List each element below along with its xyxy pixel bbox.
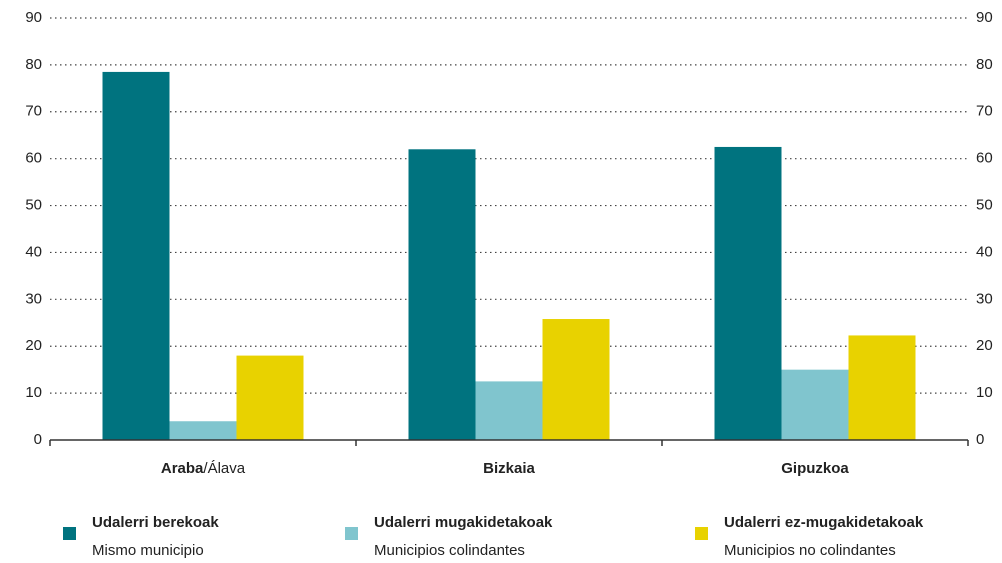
y2-tick-label: 30 bbox=[976, 290, 993, 307]
bar bbox=[102, 71, 170, 440]
legend-label: Udalerri ez-mugakidetakoak bbox=[724, 514, 924, 531]
y2-tick-label: 10 bbox=[976, 384, 993, 401]
y-tick-label: 90 bbox=[25, 9, 42, 26]
bar bbox=[542, 319, 610, 440]
bar bbox=[848, 335, 916, 440]
y-tick-label: 80 bbox=[25, 56, 42, 73]
legend-label: Udalerri berekoak bbox=[92, 514, 219, 531]
y-tick-label: 60 bbox=[25, 150, 42, 167]
y2-tick-label: 0 bbox=[976, 431, 984, 448]
legend-swatch bbox=[63, 527, 76, 540]
bar bbox=[169, 421, 237, 440]
legend-swatch bbox=[695, 527, 708, 540]
y-tick-label: 30 bbox=[25, 290, 42, 307]
y2-tick-label: 90 bbox=[976, 9, 993, 26]
y2-tick-label: 50 bbox=[976, 197, 993, 214]
bar bbox=[408, 149, 476, 441]
y2-tick-label: 80 bbox=[976, 56, 993, 73]
y-tick-label: 40 bbox=[25, 243, 42, 260]
legend-sublabel: Municipios no colindantes bbox=[724, 542, 896, 559]
y-tick-label: 10 bbox=[25, 384, 42, 401]
x-tick-label: Araba/Álava bbox=[161, 460, 246, 477]
y-tick-label: 0 bbox=[34, 431, 42, 448]
x-tick-label-main: Bizkaia bbox=[483, 460, 535, 477]
y2-tick-label: 60 bbox=[976, 150, 993, 167]
x-tick-label: Gipuzkoa bbox=[781, 460, 849, 477]
y-tick-label: 20 bbox=[25, 337, 42, 354]
y-tick-label: 50 bbox=[25, 197, 42, 214]
x-tick-label-main: Araba bbox=[161, 460, 204, 477]
y2-tick-label: 70 bbox=[976, 103, 993, 120]
bar bbox=[781, 369, 849, 440]
bar bbox=[475, 381, 543, 440]
bar bbox=[714, 146, 782, 440]
y2-tick-label: 20 bbox=[976, 337, 993, 354]
y2-tick-label: 40 bbox=[976, 243, 993, 260]
bar bbox=[236, 355, 304, 440]
legend-swatch bbox=[345, 527, 358, 540]
legend-sublabel: Municipios colindantes bbox=[374, 542, 525, 559]
legend-label: Udalerri mugakidetakoak bbox=[374, 514, 553, 531]
legend-sublabel: Mismo municipio bbox=[92, 542, 204, 559]
x-tick-label-main: Gipuzkoa bbox=[781, 460, 849, 477]
x-tick-label-alt: /Álava bbox=[203, 460, 245, 477]
x-tick-label: Bizkaia bbox=[483, 460, 535, 477]
y-tick-label: 70 bbox=[25, 103, 42, 120]
